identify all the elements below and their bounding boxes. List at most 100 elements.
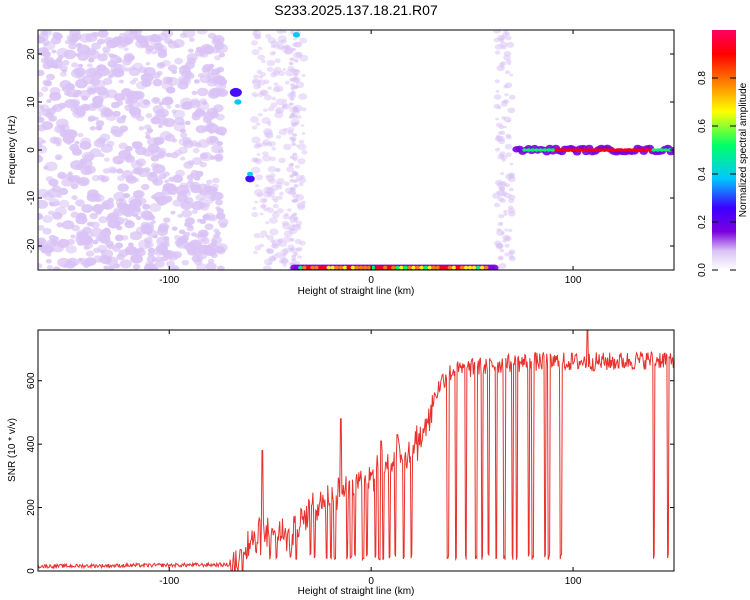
heatmap-cell — [150, 194, 157, 200]
heatmap-cell — [203, 185, 213, 193]
heatmap-cell — [74, 140, 80, 145]
heatmap-cell — [493, 94, 502, 100]
heatmap-cell — [289, 77, 295, 82]
heatmap-cell — [48, 115, 58, 122]
heatmap-cell — [492, 30, 502, 34]
heatmap-cell — [140, 73, 154, 83]
heatmap-cell — [253, 157, 260, 163]
heatmap-cell — [262, 139, 271, 145]
heatmap-cell — [291, 187, 297, 192]
heatmap-band — [338, 265, 344, 270]
heatmap-cell — [508, 94, 516, 100]
heatmap-cell — [293, 69, 299, 73]
x-tick-label: 100 — [565, 275, 582, 286]
heatmap-cell — [43, 56, 55, 65]
heatmap-cell — [80, 104, 88, 110]
heatmap-cell — [143, 167, 151, 173]
heatmap-cell — [197, 139, 210, 148]
heatmap-cell — [145, 61, 151, 66]
heatmap-feature — [229, 87, 242, 97]
heatmap-cell — [67, 204, 76, 212]
heatmap-band — [415, 265, 420, 270]
heatmap-cell — [106, 243, 115, 250]
heatmap-cell — [175, 44, 180, 49]
heatmap-cell — [294, 164, 301, 169]
heatmap-band — [374, 265, 380, 270]
heatmap-cell — [280, 39, 287, 44]
heatmap-cell — [218, 52, 226, 58]
heatmap-cell — [184, 217, 196, 225]
heatmap-cell — [163, 236, 170, 241]
heatmap-cell — [75, 235, 85, 244]
colorbar-label: Normalized spectral amplitude — [738, 82, 749, 217]
heatmap-cell — [89, 125, 96, 131]
heatmap-cell — [271, 242, 280, 249]
heatmap-cell — [61, 220, 75, 230]
heatmap-cell — [79, 33, 93, 43]
heatmap-cell — [156, 61, 166, 69]
heatmap-cell — [173, 234, 181, 241]
heatmap-cell — [53, 137, 63, 144]
heatmap-cell — [107, 74, 114, 79]
snr-x-label: Height of straight line (km) — [298, 586, 415, 597]
heatmap-cell — [190, 184, 202, 193]
heatmap-cell — [297, 143, 307, 151]
heatmap-cell — [102, 168, 111, 174]
heatmap-line — [623, 148, 628, 152]
colorbar-tick-label: 0.6 — [697, 119, 708, 133]
heatmap-cell — [124, 104, 134, 112]
heatmap-cell — [113, 263, 121, 269]
heatmap-cell — [171, 226, 178, 231]
heatmap-line — [643, 148, 649, 152]
heatmap-cell — [508, 187, 514, 192]
heatmap-line — [659, 148, 665, 152]
heatmap-cell — [273, 66, 282, 74]
heatmap-cell — [67, 171, 73, 176]
heatmap-cell — [48, 234, 57, 241]
heatmap-cell — [142, 148, 154, 157]
heatmap-cell — [250, 40, 258, 46]
heatmap-cell — [270, 102, 278, 108]
heatmap-cell — [165, 152, 172, 158]
heatmap-line — [606, 148, 612, 152]
heatmap-line — [651, 148, 657, 152]
heatmap-cell — [194, 233, 201, 238]
heatmap-band — [471, 265, 477, 270]
heatmap-cell — [163, 249, 176, 259]
heatmap-cell — [499, 181, 508, 187]
heatmap-line — [667, 148, 673, 152]
heatmap-cell — [77, 63, 84, 68]
heatmap-cell — [283, 181, 290, 187]
heatmap-cell — [493, 103, 501, 109]
heatmap-cell — [146, 128, 154, 133]
heatmap-cell — [180, 97, 193, 107]
heatmap-cell — [138, 66, 148, 74]
heatmap-cell — [49, 86, 61, 96]
colorbar-tick-label: 0.0 — [697, 263, 708, 277]
heatmap-cell — [191, 248, 203, 257]
heatmap-cell — [43, 41, 56, 51]
heatmap-cell — [107, 60, 117, 68]
heatmap-cell — [293, 184, 299, 188]
heatmap-cell — [133, 91, 144, 100]
heatmap-cell — [256, 192, 264, 198]
heatmap-line — [542, 148, 548, 152]
heatmap-cell — [181, 77, 192, 86]
heatmap-cell — [262, 265, 272, 270]
heatmap-cell — [162, 118, 176, 128]
heatmap-cell — [289, 174, 294, 179]
heatmap-band — [298, 265, 303, 270]
heatmap-cell — [41, 30, 49, 36]
heatmap-cell — [505, 59, 512, 64]
heatmap-cell — [98, 234, 111, 244]
heatmap-cell — [297, 158, 306, 165]
heatmap-cell — [266, 207, 275, 213]
heatmap-cell — [57, 238, 70, 248]
heatmap-cell — [129, 30, 143, 36]
heatmap-cell — [509, 162, 514, 166]
heatmap-line — [570, 148, 576, 152]
heatmap-cell — [59, 126, 65, 131]
heatmap-cell — [147, 247, 155, 254]
heatmap-cell — [213, 228, 220, 233]
heatmap-line — [546, 148, 552, 152]
